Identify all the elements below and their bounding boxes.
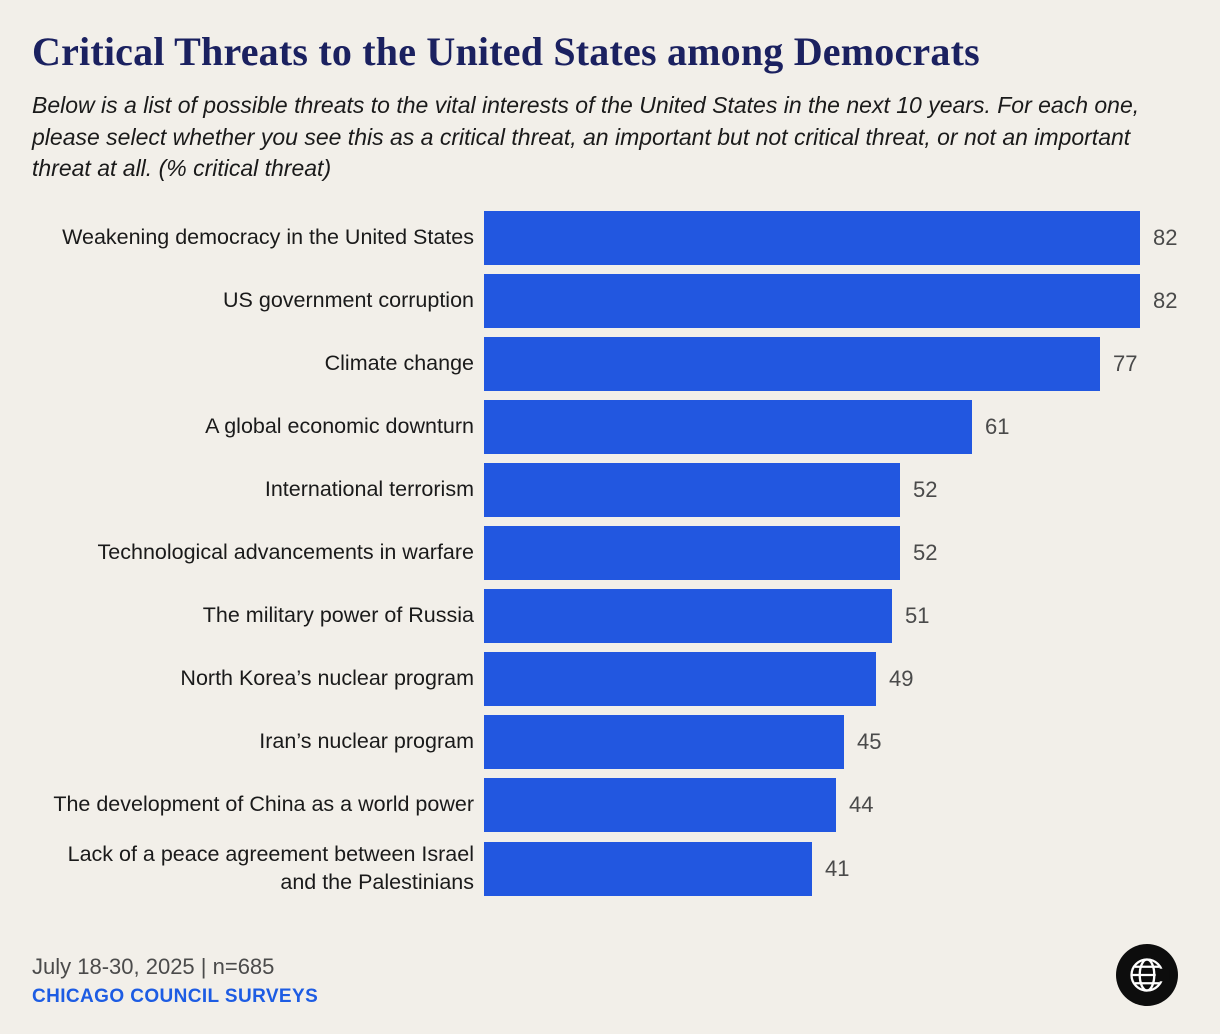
chart-row: North Korea’s nuclear program 49 bbox=[32, 652, 1184, 707]
chart-rows: Weakening democracy in the United States… bbox=[32, 211, 1184, 896]
page-title: Critical Threats to the United States am… bbox=[32, 29, 980, 74]
chart-row: Weakening democracy in the United States… bbox=[32, 211, 1184, 266]
bar bbox=[484, 841, 812, 896]
category-label: Lack of a peace agreement between Israel… bbox=[67, 842, 474, 894]
value-label: 82 bbox=[1153, 288, 1178, 314]
bar bbox=[484, 400, 972, 455]
bar-track: 51 bbox=[484, 589, 1184, 644]
chart-row: The development of China as a world powe… bbox=[32, 778, 1184, 833]
chicago-council-globe-logo bbox=[1116, 944, 1178, 1006]
bar-track: 49 bbox=[484, 652, 1184, 707]
value-label: 51 bbox=[905, 603, 930, 629]
bar bbox=[484, 211, 1140, 266]
value-label: 77 bbox=[1113, 351, 1138, 377]
category-label: Climate change bbox=[324, 351, 474, 376]
value-label: 45 bbox=[857, 729, 882, 755]
chart-row: The military power of Russia 51 bbox=[32, 589, 1184, 644]
bar bbox=[484, 778, 836, 833]
bar-track: 82 bbox=[484, 274, 1184, 329]
bar-chart: Weakening democracy in the United States… bbox=[32, 211, 1184, 934]
chart-row: Lack of a peace agreement between Israel… bbox=[32, 841, 1184, 896]
bar-track: 44 bbox=[484, 778, 1184, 833]
chart-row: Iran’s nuclear program 45 bbox=[32, 715, 1184, 770]
footer-text-block: July 18-30, 2025 | n=685 CHICAGO COUNCIL… bbox=[32, 954, 318, 1008]
bar-track: 52 bbox=[484, 463, 1184, 518]
survey-date-note: July 18-30, 2025 | n=685 bbox=[32, 954, 275, 979]
bar-track: 41 bbox=[484, 841, 1184, 896]
bar bbox=[484, 337, 1100, 392]
bar-track: 77 bbox=[484, 337, 1184, 392]
bar-track: 45 bbox=[484, 715, 1184, 770]
chart-row: US government corruption 82 bbox=[32, 274, 1184, 329]
category-label: Weakening democracy in the United States bbox=[62, 225, 474, 250]
category-label: The military power of Russia bbox=[202, 603, 474, 628]
value-label: 41 bbox=[825, 855, 850, 881]
category-label: North Korea’s nuclear program bbox=[180, 666, 474, 691]
chart-row: Climate change 77 bbox=[32, 337, 1184, 392]
chart-subtitle: Below is a list of possible threats to t… bbox=[32, 92, 1140, 182]
chart-row: Technological advancements in warfare 52 bbox=[32, 526, 1184, 581]
bar bbox=[484, 526, 900, 581]
category-label: The development of China as a world powe… bbox=[53, 792, 474, 817]
bar bbox=[484, 652, 876, 707]
value-label: 52 bbox=[913, 477, 938, 503]
bar bbox=[484, 589, 892, 644]
chart-row: A global economic downturn 61 bbox=[32, 400, 1184, 455]
bar-track: 52 bbox=[484, 526, 1184, 581]
bar-track: 61 bbox=[484, 400, 1184, 455]
category-label: US government corruption bbox=[223, 288, 474, 313]
value-label: 49 bbox=[889, 666, 914, 692]
bar-track: 82 bbox=[484, 211, 1184, 266]
category-label: A global economic downturn bbox=[205, 414, 474, 439]
bar bbox=[484, 463, 900, 518]
value-label: 61 bbox=[985, 414, 1010, 440]
category-label: Iran’s nuclear program bbox=[259, 729, 474, 754]
value-label: 82 bbox=[1153, 225, 1178, 251]
category-label: International terrorism bbox=[264, 477, 474, 502]
source-label: CHICAGO COUNCIL SURVEYS bbox=[32, 986, 319, 1007]
value-label: 52 bbox=[913, 540, 938, 566]
bar bbox=[484, 274, 1140, 329]
category-label: Technological advancements in warfare bbox=[97, 540, 474, 565]
footer: July 18-30, 2025 | n=685 CHICAGO COUNCIL… bbox=[32, 944, 1184, 1008]
bar bbox=[484, 715, 844, 770]
value-label: 44 bbox=[849, 792, 874, 818]
chart-row: International terrorism 52 bbox=[32, 463, 1184, 518]
